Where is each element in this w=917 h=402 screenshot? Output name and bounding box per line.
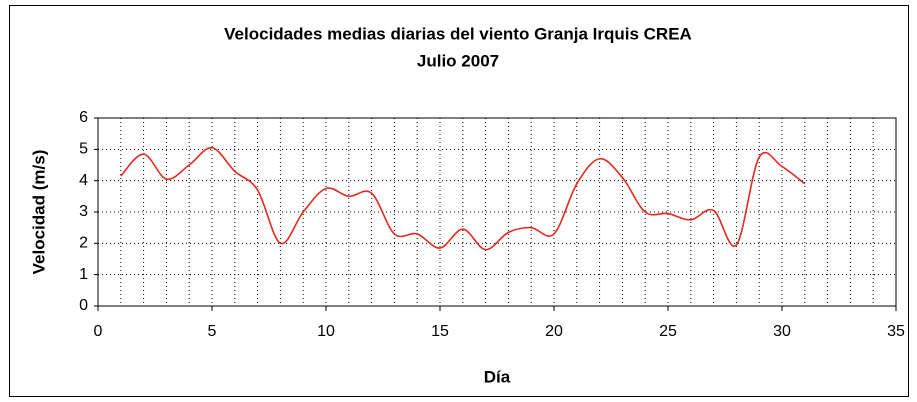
- x-tick-label: 5: [208, 323, 217, 340]
- y-tick-label: 3: [79, 203, 88, 220]
- data-line: [120, 146, 806, 251]
- y-tick-label: 6: [79, 109, 88, 126]
- chart-frame: [9, 5, 909, 397]
- x-tick-label: 25: [659, 323, 677, 340]
- y-tick-label: 0: [79, 297, 88, 314]
- x-tick-label: 35: [887, 323, 905, 340]
- chart-title: Velocidades medias diarias del viento Gr…: [224, 24, 692, 43]
- plot-frame: [97, 117, 897, 307]
- y-tick-label: 2: [79, 235, 88, 252]
- x-tick-label: 20: [545, 323, 563, 340]
- x-tick-label: 0: [94, 323, 103, 340]
- y-tick-label: 5: [79, 141, 88, 158]
- y-axis-title: Velocidad (m/s): [29, 150, 48, 275]
- x-tick-label: 30: [773, 323, 791, 340]
- x-axis-title: Día: [484, 367, 511, 386]
- y-tick-label: 4: [79, 172, 88, 189]
- chart-subtitle: Julio 2007: [417, 51, 499, 70]
- y-tick-label: 1: [79, 266, 88, 283]
- x-tick-label: 10: [317, 323, 335, 340]
- x-tick-label: 15: [431, 323, 449, 340]
